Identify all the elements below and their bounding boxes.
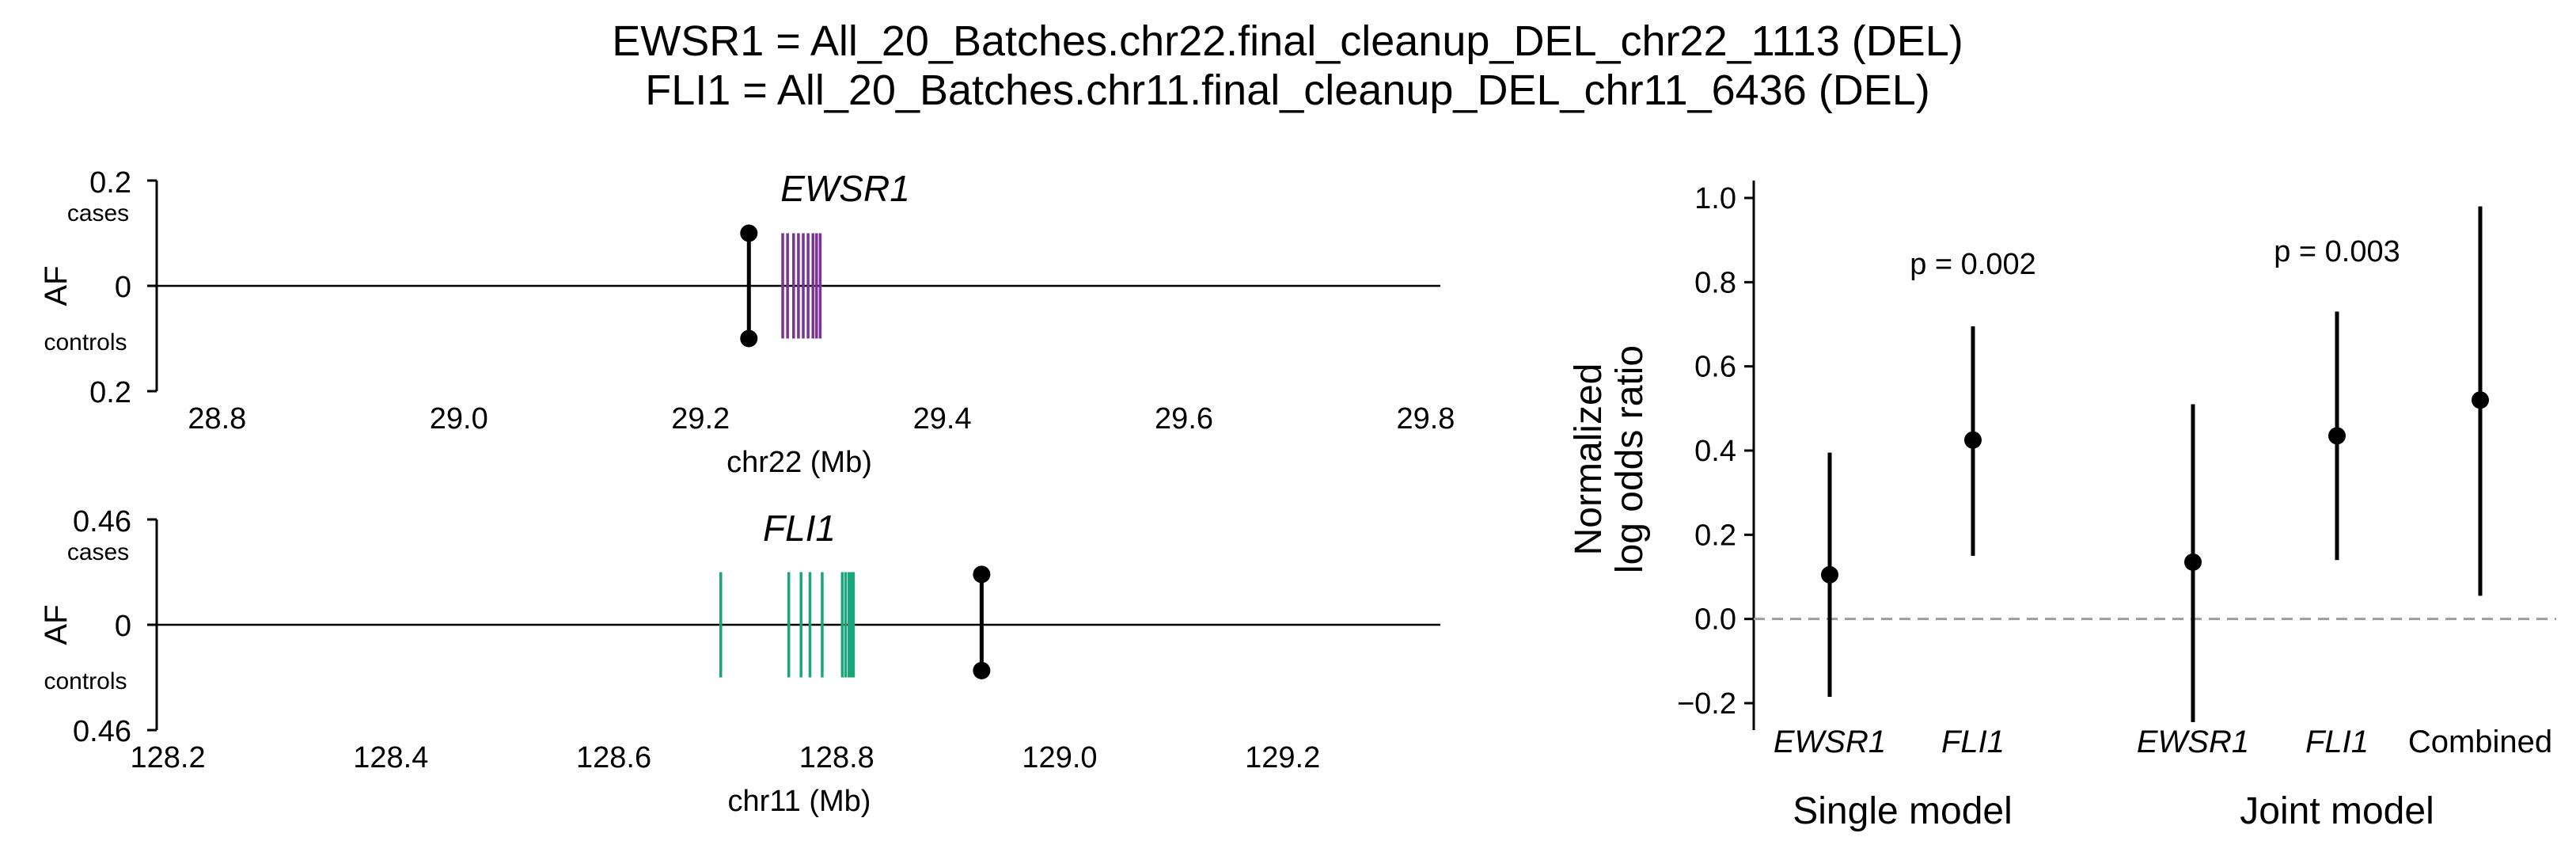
or-estimate-point: [2472, 391, 2489, 409]
or-category-label: EWSR1: [1774, 725, 1886, 759]
fli1-controls-label: controls: [44, 668, 127, 694]
or-category-label: EWSR1: [2137, 725, 2249, 759]
figure-title-line1: EWSR1 = All_20_Batches.chr22.final_clean…: [612, 17, 1963, 65]
fli1-xtick-label: 129.2: [1245, 741, 1320, 774]
ewsr1-xtick-label: 29.0: [430, 402, 488, 436]
fli1-cases-label: cases: [67, 539, 129, 565]
fli1-variant-controls-point: [973, 661, 991, 679]
or-y-axis-label-line1: Normalized: [1568, 363, 1610, 556]
or-estimate-point: [2328, 427, 2346, 445]
ewsr1-cases-label: cases: [67, 200, 129, 226]
fli1-locus-panel: FLI1 cases controls AF chr11 (Mb) 0.46 0…: [39, 505, 1440, 818]
ewsr1-xtick-label: 29.4: [913, 402, 972, 436]
or-category-label: FLI1: [2305, 725, 2369, 759]
fli1-y-axis-label: AF: [39, 604, 74, 645]
ewsr1-ytick-bottom: 0.2: [89, 376, 131, 409]
fli1-xtick-label: 128.4: [353, 741, 428, 774]
fli1-ytick-top: 0.46: [73, 505, 131, 538]
ewsr1-x-axis-label: chr22 (Mb): [727, 446, 872, 479]
ewsr1-locus-panel: EWSR1 cases controls AF chr22 (Mb) 0.2 0…: [39, 166, 1455, 479]
figure-title-line2: FLI1 = All_20_Batches.chr11.final_cleanu…: [645, 67, 1930, 114]
fli1-ytick-zero: 0: [115, 610, 131, 643]
ewsr1-ytick-zero: 0: [115, 271, 131, 304]
ewsr1-xtick-label: 29.8: [1396, 402, 1455, 436]
ewsr1-xtick-label: 29.6: [1155, 402, 1213, 436]
ewsr1-variant-cases-point: [740, 224, 758, 242]
or-ytick-label: 0.6: [1694, 351, 1736, 384]
odds-ratio-panel: Normalized log odds ratio Single model J…: [1568, 181, 2556, 832]
single-model-p-value: p = 0.002: [1910, 248, 2036, 281]
joint-model-p-value: p = 0.003: [2274, 235, 2400, 268]
or-category-label: Combined: [2408, 725, 2552, 759]
or-estimate-point: [1821, 565, 1838, 584]
single-model-group-label: Single model: [1793, 790, 2013, 832]
or-ytick-label: 0.4: [1694, 435, 1736, 468]
ewsr1-xtick-label: 29.2: [671, 402, 730, 436]
or-category-label: FLI1: [1941, 725, 2005, 759]
ewsr1-y-axis-label: AF: [39, 265, 74, 306]
or-ytick-label: 0.2: [1694, 519, 1736, 552]
fli1-variant-cases-point: [973, 565, 991, 584]
fli1-xtick-label: 129.0: [1022, 741, 1097, 774]
or-ytick-label: 1.0: [1694, 182, 1736, 215]
ewsr1-gene-label: EWSR1: [780, 168, 910, 209]
or-ytick-label: −0.2: [1677, 687, 1736, 721]
joint-model-group-label: Joint model: [2240, 790, 2434, 832]
or-ytick-label: 0.0: [1694, 603, 1736, 637]
or-estimate-point: [2184, 553, 2202, 571]
ewsr1-ytick-top: 0.2: [89, 166, 131, 200]
or-y-axis-label-line2: log odds ratio: [1609, 345, 1651, 573]
fli1-xtick-label: 128.8: [799, 741, 874, 774]
fli1-gene-label: FLI1: [763, 508, 836, 549]
ewsr1-xtick-label: 28.8: [188, 402, 246, 436]
fli1-xtick-label: 128.6: [576, 741, 651, 774]
fli1-ytick-bottom: 0.46: [73, 715, 131, 748]
or-estimate-point: [1964, 431, 1982, 449]
ewsr1-controls-label: controls: [44, 329, 127, 356]
ewsr1-variant-controls-point: [740, 329, 758, 348]
fli1-x-axis-label: chr11 (Mb): [728, 785, 871, 818]
fli1-xtick-label: 128.2: [131, 741, 206, 774]
or-ytick-label: 0.8: [1694, 266, 1736, 299]
